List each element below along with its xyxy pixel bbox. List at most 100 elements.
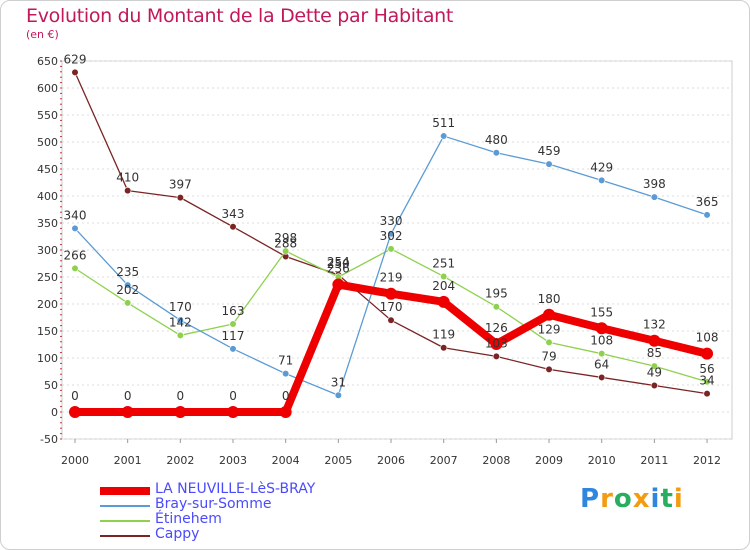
data-label: 64	[594, 357, 609, 371]
data-label: 410	[116, 171, 139, 185]
data-point	[703, 378, 711, 386]
data-label: 170	[380, 300, 403, 314]
data-point	[648, 334, 661, 347]
legend-label: Bray-sur-Somme	[155, 496, 272, 512]
data-label: 298	[274, 231, 297, 245]
logo-letter: i	[673, 484, 684, 514]
x-tick-label: 2009	[535, 454, 563, 467]
data-point	[650, 193, 658, 201]
data-point	[176, 316, 184, 324]
data-label: 330	[380, 214, 403, 228]
y-tick-label: 450	[37, 163, 58, 176]
proxiti-logo: Proxiti	[580, 484, 684, 514]
logo-letter: o	[613, 484, 633, 514]
legend-swatch	[100, 505, 150, 507]
data-point	[71, 224, 79, 232]
data-label: 155	[590, 305, 613, 319]
data-point	[595, 322, 608, 335]
data-label: 250	[327, 257, 350, 271]
y-tick-label: 0	[51, 406, 58, 419]
x-tick-label: 2004	[272, 454, 300, 467]
data-point	[69, 406, 81, 418]
data-point	[334, 391, 342, 399]
data-label: 31	[331, 375, 346, 389]
y-tick-label: 650	[37, 55, 58, 68]
data-point	[229, 320, 237, 328]
y-tick-label: -50	[40, 433, 58, 446]
data-point	[124, 281, 132, 289]
y-tick-label: 50	[44, 379, 58, 392]
data-label: 117	[222, 329, 245, 343]
y-tick-label: 350	[37, 217, 58, 230]
data-label: 236	[327, 262, 350, 276]
data-label: 629	[64, 52, 87, 66]
data-point	[490, 337, 503, 350]
data-point	[703, 390, 711, 398]
data-label: 195	[485, 287, 508, 301]
data-label: 204	[432, 279, 455, 293]
x-tick-label: 2010	[588, 454, 616, 467]
data-label: 340	[64, 208, 87, 222]
data-point	[598, 350, 606, 358]
data-point	[701, 347, 714, 360]
y-tick-label: 250	[37, 271, 58, 284]
y-tick-label: 400	[37, 190, 58, 203]
x-tick-label: 2000	[61, 454, 89, 467]
logo-letter: t	[660, 484, 674, 514]
data-label: 126	[485, 321, 508, 335]
data-point	[176, 331, 184, 339]
logo-letter: P	[580, 484, 601, 514]
data-point	[227, 406, 240, 418]
data-label: 254	[327, 255, 350, 269]
data-point	[598, 373, 606, 382]
data-point	[385, 287, 398, 300]
data-label: 266	[64, 248, 87, 262]
x-tick-label: 2007	[430, 454, 458, 467]
data-point	[229, 223, 237, 231]
legend-swatch	[100, 487, 150, 495]
data-label: 0	[71, 389, 79, 403]
logo-letter: r	[600, 484, 614, 514]
data-point	[437, 295, 450, 308]
data-point	[387, 316, 395, 324]
data-point	[492, 149, 500, 157]
data-point	[174, 406, 187, 418]
data-point	[332, 278, 345, 291]
data-label: 170	[169, 300, 192, 314]
data-label: 365	[696, 195, 719, 209]
data-label: 511	[432, 116, 455, 130]
x-tick-label: 2008	[482, 454, 510, 467]
data-label: 302	[380, 229, 403, 243]
data-point	[492, 352, 500, 360]
data-label: 459	[538, 144, 561, 158]
chart-unit: (en €)	[26, 28, 59, 41]
x-tick-label: 2006	[377, 454, 405, 467]
y-tick-label: 100	[37, 352, 58, 365]
legend-label: Cappy	[155, 526, 200, 542]
data-label: 202	[116, 283, 139, 297]
data-label: 0	[124, 389, 132, 403]
data-label: 108	[696, 331, 719, 345]
data-label: 108	[590, 334, 613, 348]
data-point	[121, 406, 134, 418]
x-tick-label: 2005	[324, 454, 352, 467]
legend-label: LA NEUVILLE-LèS-BRAY	[155, 481, 316, 497]
data-point	[545, 160, 553, 168]
data-label: 71	[278, 354, 293, 368]
data-point	[387, 245, 395, 253]
data-label: 397	[169, 178, 192, 192]
data-label: 56	[699, 362, 714, 376]
x-tick-label: 2011	[640, 454, 668, 467]
y-tick-label: 600	[37, 82, 58, 95]
data-point	[440, 132, 448, 140]
data-label: 79	[541, 349, 556, 363]
data-point	[598, 176, 606, 184]
data-point	[440, 272, 448, 281]
x-tick-label: 2001	[114, 454, 142, 467]
x-tick-label: 2002	[166, 454, 194, 467]
logo-letter: i	[650, 484, 661, 514]
data-point	[387, 230, 395, 238]
data-label: 343	[222, 207, 245, 221]
data-label: 0	[177, 389, 185, 403]
